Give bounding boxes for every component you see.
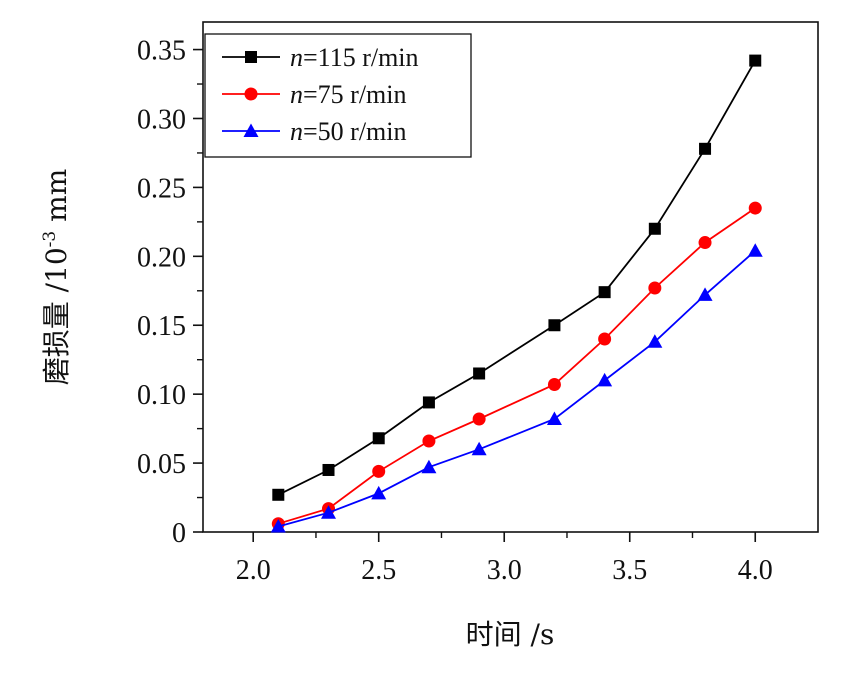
data-point xyxy=(547,378,561,392)
data-point xyxy=(598,332,612,346)
data-point xyxy=(648,281,662,295)
data-point xyxy=(421,459,437,474)
y-axis-title-main: 磨损量 /10 xyxy=(40,247,73,385)
series-0 xyxy=(272,54,762,501)
y-tick-label: 0 xyxy=(172,518,186,549)
legend-label-variable: n xyxy=(290,117,303,146)
data-point xyxy=(698,236,712,250)
data-point xyxy=(548,319,561,332)
y-tick-label: 0.20 xyxy=(137,242,186,273)
data-point xyxy=(371,485,387,500)
data-point xyxy=(372,464,386,478)
x-tick-label: 3.0 xyxy=(487,555,522,586)
legend-label-rest: =75 r/min xyxy=(303,80,407,109)
x-axis-title: 时间 /s xyxy=(466,618,555,651)
series-layer xyxy=(270,54,763,533)
y-axis-ticks: 0 0.05 0.10 0.15 0.20 0.25 0.30 0.35 xyxy=(137,36,203,549)
data-point xyxy=(749,54,762,67)
legend-marker xyxy=(245,51,257,63)
legend-marker xyxy=(243,123,259,137)
data-point xyxy=(372,432,385,445)
legend-label: n=115 r/min xyxy=(290,43,419,72)
legend-item: n=115 r/min xyxy=(222,43,419,72)
data-point xyxy=(546,411,562,425)
legend-marker xyxy=(244,87,258,101)
data-point xyxy=(270,518,286,533)
legend-label-rest: =50 r/min xyxy=(303,117,407,146)
data-point xyxy=(648,222,661,235)
series-2 xyxy=(270,243,763,533)
y-tick-label: 0.10 xyxy=(137,380,186,411)
data-point xyxy=(322,463,335,476)
plot-frame xyxy=(202,21,819,533)
data-point xyxy=(422,396,435,409)
data-point xyxy=(597,372,613,387)
data-point xyxy=(697,287,713,301)
y-tick-label: 0.05 xyxy=(137,449,186,480)
y-tick-label: 0.30 xyxy=(137,104,186,135)
data-point xyxy=(471,441,487,456)
x-axis-ticks: 2.0 2.5 3.0 3.5 4.0 xyxy=(236,532,773,586)
legend-label: n=75 r/min xyxy=(290,80,407,109)
data-point xyxy=(473,367,486,380)
data-point xyxy=(321,505,337,519)
y-tick-label: 0.15 xyxy=(137,311,186,342)
series-line xyxy=(278,207,756,525)
data-point xyxy=(748,201,762,215)
data-point xyxy=(472,412,486,426)
y-axis-title-unit: mm xyxy=(40,169,73,231)
data-point xyxy=(598,286,611,299)
data-point xyxy=(747,243,763,257)
data-point xyxy=(422,434,436,448)
legend-label-variable: n xyxy=(290,80,303,109)
x-tick-label: 3.5 xyxy=(612,555,647,586)
series-line xyxy=(278,250,756,528)
y-axis-title: 磨损量 /10-3 mm xyxy=(40,169,73,386)
data-point xyxy=(699,142,712,155)
plot-area xyxy=(202,21,819,533)
legend-label-rest: =115 r/min xyxy=(303,43,419,72)
data-point xyxy=(647,334,663,348)
data-point xyxy=(272,488,285,501)
legend-item: n=50 r/min xyxy=(222,117,407,146)
y-tick-label: 0.35 xyxy=(137,36,186,67)
x-tick-label: 4.0 xyxy=(738,555,773,586)
series-line xyxy=(277,60,756,496)
legend-label-variable: n xyxy=(290,43,303,72)
legend-label: n=50 r/min xyxy=(290,117,407,146)
legend-item: n=75 r/min xyxy=(222,80,407,109)
y-tick-label: 0.25 xyxy=(137,173,186,204)
x-tick-label: 2.5 xyxy=(361,555,396,586)
y-axis-title-exponent: -3 xyxy=(40,231,60,248)
series-1 xyxy=(271,201,762,531)
x-tick-label: 2.0 xyxy=(236,555,271,586)
